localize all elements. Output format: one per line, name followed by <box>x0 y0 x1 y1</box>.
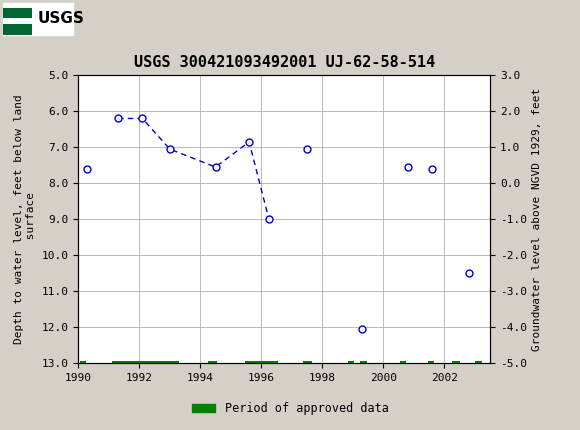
Text: USGS: USGS <box>38 12 85 26</box>
Bar <box>3 8 32 18</box>
Bar <box>3 3 72 35</box>
Bar <box>400 361 406 366</box>
Bar <box>112 361 179 366</box>
Title: USGS 300421093492001 UJ-62-58-514: USGS 300421093492001 UJ-62-58-514 <box>133 55 435 70</box>
Bar <box>452 361 459 366</box>
Bar <box>208 361 217 366</box>
Bar <box>475 361 483 366</box>
Y-axis label: Groundwater level above NGVD 1929, feet: Groundwater level above NGVD 1929, feet <box>532 88 542 351</box>
Bar <box>303 361 311 366</box>
Bar <box>348 361 354 366</box>
Bar <box>80 361 86 366</box>
Bar <box>3 24 32 35</box>
Bar <box>427 361 434 366</box>
Bar <box>360 361 367 366</box>
Legend: Period of approved data: Period of approved data <box>187 397 393 420</box>
Y-axis label: Depth to water level, feet below land
 surface: Depth to water level, feet below land su… <box>14 95 36 344</box>
Bar <box>245 361 278 366</box>
